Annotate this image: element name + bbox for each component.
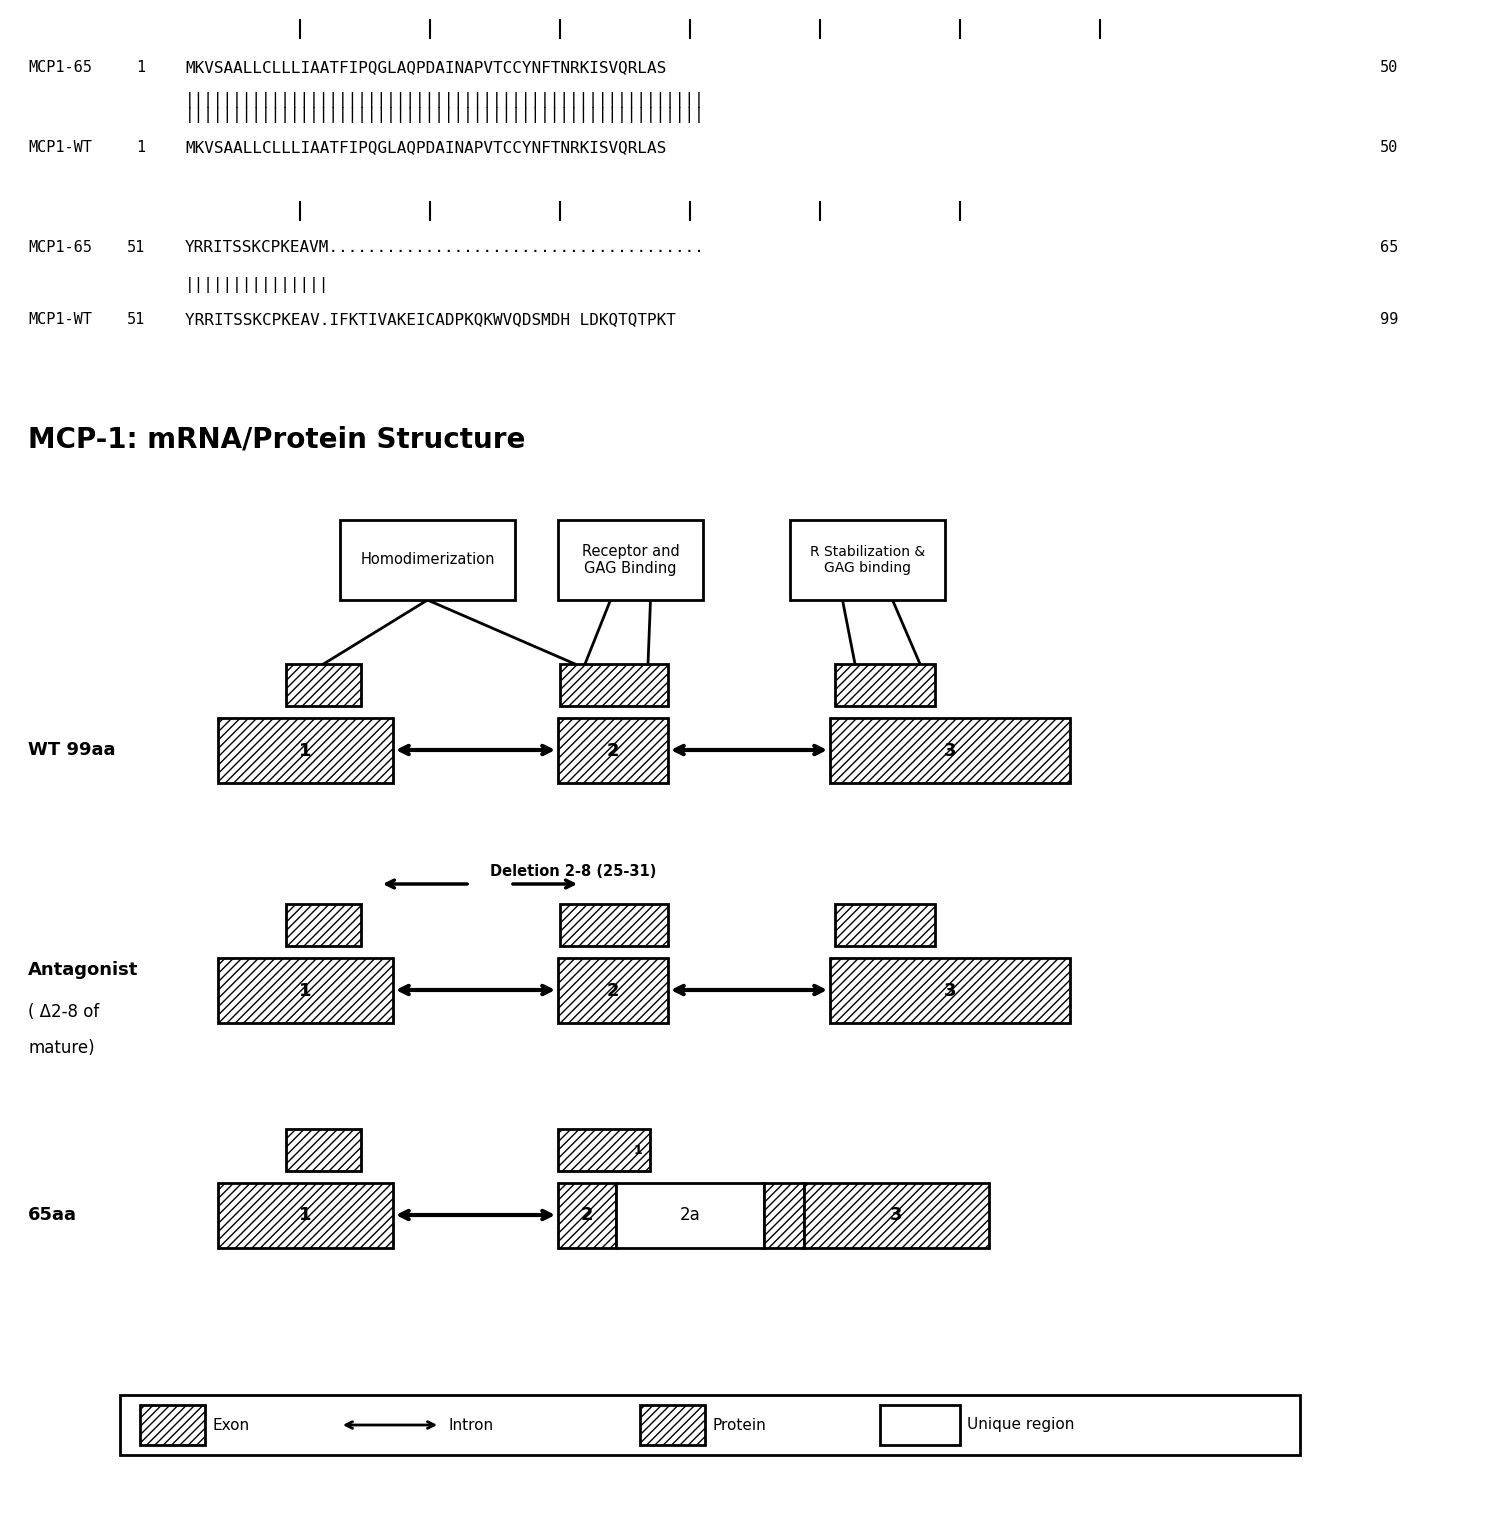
Bar (804, 1183, 990, 1249)
Text: 2: 2 (606, 741, 620, 760)
Bar (219, 1183, 394, 1249)
Text: 2: 2 (606, 981, 620, 1000)
Bar (835, 904, 936, 946)
Bar (340, 519, 515, 600)
Bar (880, 1405, 960, 1445)
Text: YRRITSSKCPKEAVM.......................................: YRRITSSKCPKEAVM.........................… (186, 240, 705, 255)
Text: 3: 3 (891, 1206, 903, 1224)
Text: Homodimerization: Homodimerization (361, 553, 494, 568)
Bar (558, 958, 668, 1022)
Text: MCP1-WT: MCP1-WT (28, 140, 91, 155)
Text: Receptor and
GAG Binding: Receptor and GAG Binding (582, 544, 680, 576)
Bar (558, 519, 704, 600)
Text: MCP-1: mRNA/Protein Structure: MCP-1: mRNA/Protein Structure (28, 425, 525, 454)
Text: 50: 50 (1380, 140, 1398, 155)
Text: 51: 51 (127, 313, 145, 328)
Bar (558, 718, 668, 782)
Bar (829, 718, 1070, 782)
Bar (141, 1405, 205, 1445)
Text: 1: 1 (299, 1206, 311, 1224)
Text: Deletion 2-8 (25-31): Deletion 2-8 (25-31) (490, 864, 656, 880)
Bar (558, 1129, 650, 1171)
Text: 3: 3 (943, 741, 957, 760)
Text: mature): mature) (28, 1039, 94, 1057)
Text: Intron: Intron (448, 1417, 493, 1432)
Bar (219, 958, 394, 1022)
Text: R Stabilization &
GAG binding: R Stabilization & GAG binding (810, 545, 925, 576)
Bar (286, 664, 361, 706)
Text: 3: 3 (943, 981, 957, 1000)
Text: 2a: 2a (680, 1206, 701, 1224)
Text: 99: 99 (1380, 313, 1398, 328)
Bar (286, 904, 361, 946)
Bar (763, 1183, 804, 1249)
Bar (835, 664, 936, 706)
Bar (558, 1129, 650, 1171)
Bar (615, 1183, 763, 1249)
Text: 65: 65 (1380, 240, 1398, 255)
Text: 50: 50 (1380, 61, 1398, 76)
Text: YRRITSSKCPKEAV.IFKTIVAKEICADPKQKWVQDSMDH LDKQTQTPKT: YRRITSSKCPKEAV.IFKTIVAKEICADPKQKWVQDSMDH… (186, 313, 675, 328)
Bar (558, 718, 668, 782)
Bar (219, 718, 394, 782)
Bar (641, 1405, 705, 1445)
Text: 1: 1 (136, 61, 145, 76)
Text: MKVSAALLCLLLIAATFIPQGLAQPDAINAPVTCCYNFTNRKISVQRLAS: MKVSAALLCLLLIAATFIPQGLAQPDAINAPVTCCYNFTN… (186, 140, 666, 155)
Bar (835, 904, 936, 946)
Text: 51: 51 (127, 240, 145, 255)
Text: |||||||||||||||: ||||||||||||||| (186, 276, 329, 293)
Bar (141, 1405, 205, 1445)
Bar (829, 718, 1070, 782)
Bar (560, 664, 668, 706)
Text: MKVSAALLCLLLIAATFIPQGLAQPDAINAPVTCCYNFTNRKISVQRLAS: MKVSAALLCLLLIAATFIPQGLAQPDAINAPVTCCYNFTN… (186, 61, 666, 76)
Text: ||||||||||||||||||||||||||||||||||||||||||||||||||||||: ||||||||||||||||||||||||||||||||||||||||… (186, 93, 705, 108)
Bar (286, 904, 361, 946)
Bar (641, 1405, 705, 1445)
Text: 1: 1 (299, 981, 311, 1000)
Text: ( Δ2-8 of: ( Δ2-8 of (28, 1003, 99, 1021)
Bar (558, 958, 668, 1022)
Text: Antagonist: Antagonist (28, 962, 138, 980)
Bar (558, 1183, 615, 1249)
Text: Unique region: Unique region (967, 1417, 1075, 1432)
Text: ||||||||||||||||||||||||||||||||||||||||||||||||||||||: ||||||||||||||||||||||||||||||||||||||||… (186, 106, 705, 123)
Text: Protein: Protein (713, 1417, 766, 1432)
Text: 2: 2 (581, 1206, 593, 1224)
Bar (763, 1183, 804, 1249)
Text: Exon: Exon (213, 1417, 249, 1432)
Text: 1: 1 (633, 1144, 642, 1156)
Bar (790, 519, 945, 600)
Bar (120, 1394, 1299, 1455)
Bar (829, 958, 1070, 1022)
Bar (558, 1183, 615, 1249)
Text: MCP1-65: MCP1-65 (28, 61, 91, 76)
Text: 1: 1 (299, 741, 311, 760)
Bar (219, 718, 394, 782)
Bar (286, 664, 361, 706)
Bar (804, 1183, 990, 1249)
Bar (829, 958, 1070, 1022)
Bar (560, 664, 668, 706)
Text: 65aa: 65aa (28, 1206, 76, 1224)
Bar (219, 958, 394, 1022)
Bar (560, 904, 668, 946)
Bar (286, 1129, 361, 1171)
Bar (286, 1129, 361, 1171)
Bar (835, 664, 936, 706)
Text: 1: 1 (136, 140, 145, 155)
Bar (219, 1183, 394, 1249)
Text: MCP1-WT: MCP1-WT (28, 313, 91, 328)
Text: WT 99aa: WT 99aa (28, 741, 115, 760)
Text: MCP1-65: MCP1-65 (28, 240, 91, 255)
Bar (560, 904, 668, 946)
